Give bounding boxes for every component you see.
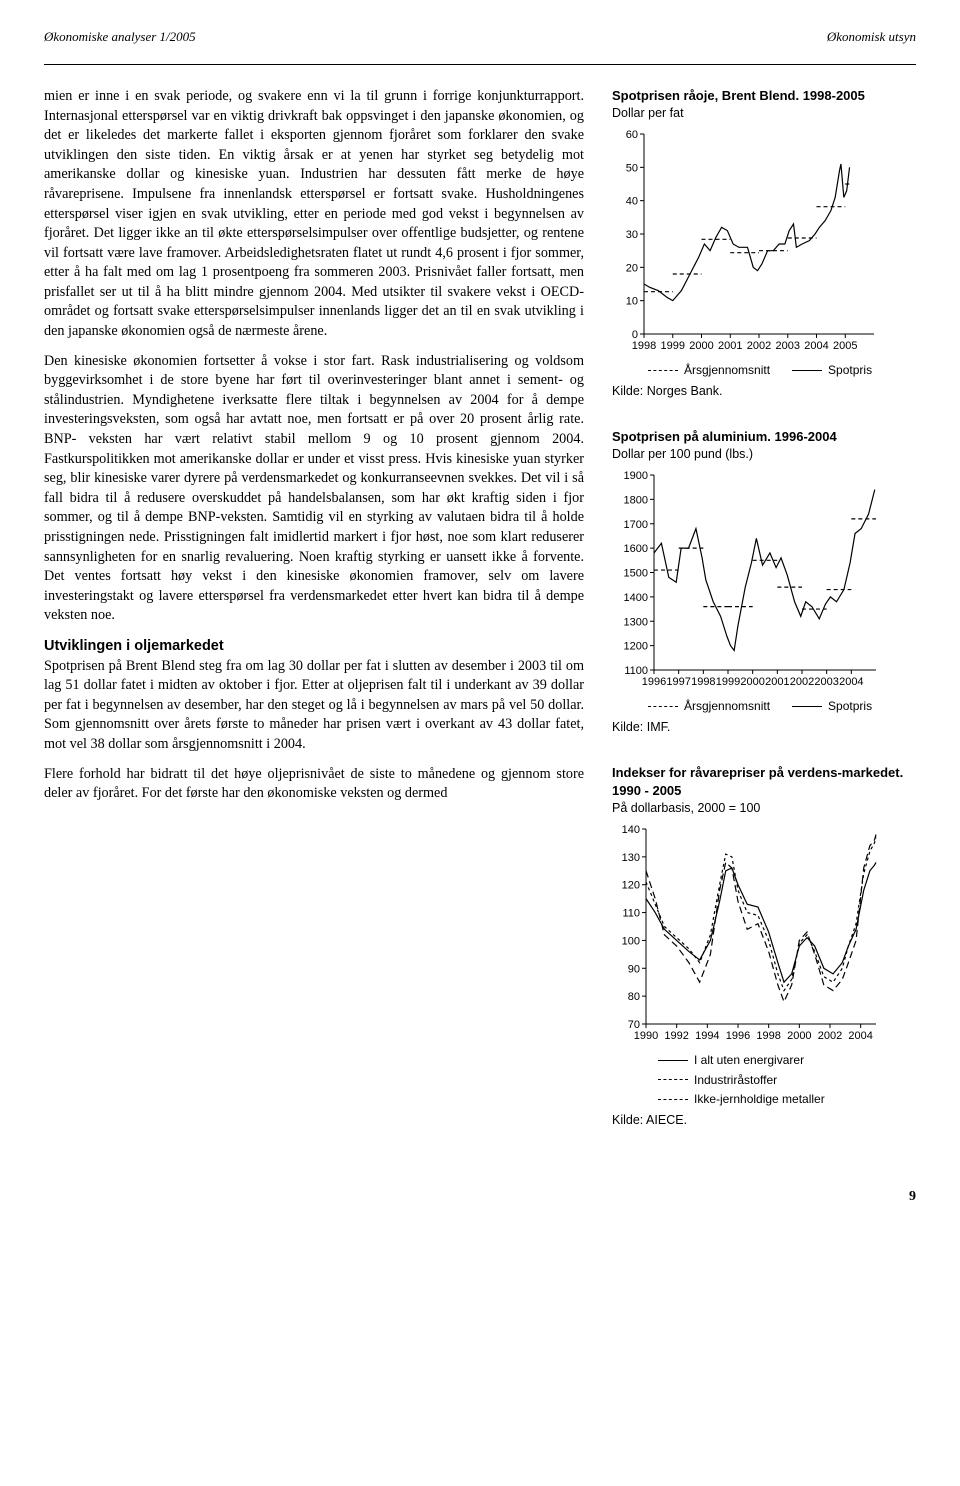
svg-text:2002: 2002 (790, 676, 814, 688)
svg-text:110: 110 (622, 908, 640, 920)
svg-text:1996: 1996 (726, 1030, 750, 1042)
svg-text:2005: 2005 (833, 340, 857, 352)
svg-text:1900: 1900 (624, 470, 648, 482)
svg-text:1998: 1998 (756, 1030, 780, 1042)
legend-alu-avg: Årsgjennomsnitt (648, 698, 770, 715)
svg-text:2004: 2004 (839, 676, 863, 688)
svg-text:130: 130 (622, 852, 640, 864)
chart-commod-svg: 7080901001101201301401990199219941996199… (612, 823, 882, 1048)
chart-commod-title: Indekser for råvarepriser på verdens-mar… (612, 764, 916, 800)
svg-text:2000: 2000 (787, 1030, 811, 1042)
legend-brent-spot: Spotpris (792, 362, 872, 379)
header-rule (44, 64, 916, 65)
svg-text:1500: 1500 (624, 568, 648, 580)
svg-text:1998: 1998 (691, 676, 715, 688)
para-3-body: Spotprisen på Brent Blend steg fra om la… (44, 658, 584, 752)
svg-text:40: 40 (626, 196, 638, 208)
svg-text:60: 60 (626, 129, 638, 141)
svg-text:2004: 2004 (804, 340, 828, 352)
para-4: Flere forhold har bidratt til det høye o… (44, 765, 584, 804)
svg-text:1990: 1990 (634, 1030, 658, 1042)
chart-commod-source: Kilde: AIECE. (612, 1112, 916, 1129)
svg-text:1700: 1700 (624, 519, 648, 531)
svg-text:1400: 1400 (624, 592, 648, 604)
svg-text:2000: 2000 (689, 340, 713, 352)
chart-alu-title: Spotprisen på aluminium. 1996-2004 (612, 428, 916, 446)
chart-brent-title: Spotprisen råoje, Brent Blend. 1998-2005 (612, 87, 916, 105)
svg-text:2003: 2003 (814, 676, 838, 688)
legend-commod-alt: I alt uten energivarer (658, 1052, 804, 1069)
svg-text:80: 80 (628, 991, 640, 1003)
svg-text:1992: 1992 (664, 1030, 688, 1042)
svg-text:1998: 1998 (632, 340, 656, 352)
svg-text:20: 20 (626, 262, 638, 274)
legend-brent-avg: Årsgjennomsnitt (648, 362, 770, 379)
chart-alu-source: Kilde: IMF. (612, 719, 916, 736)
svg-text:2001: 2001 (718, 340, 742, 352)
svg-text:2003: 2003 (776, 340, 800, 352)
svg-text:140: 140 (622, 824, 640, 836)
chart-brent-source: Kilde: Norges Bank. (612, 383, 916, 400)
chart-column: Spotprisen råoje, Brent Blend. 1998-2005… (612, 87, 916, 1157)
svg-text:2002: 2002 (747, 340, 771, 352)
svg-text:90: 90 (628, 963, 640, 975)
svg-text:1300: 1300 (624, 616, 648, 628)
svg-text:1999: 1999 (716, 676, 740, 688)
svg-text:1999: 1999 (661, 340, 685, 352)
svg-text:2002: 2002 (818, 1030, 842, 1042)
heading-oil: Utviklingen i oljemarkedet (44, 638, 224, 654)
chart-brent: Spotprisen råoje, Brent Blend. 1998-2005… (612, 87, 916, 400)
legend-commod-met: Ikke-jernholdige metaller (658, 1091, 825, 1108)
chart-commod: Indekser for råvarepriser på verdens-mar… (612, 764, 916, 1129)
svg-text:1994: 1994 (695, 1030, 719, 1042)
legend-alu-spot: Spotpris (792, 698, 872, 715)
para-1: mien er inne i en svak periode, og svake… (44, 87, 584, 342)
chart-brent-subtitle: Dollar per fat (612, 105, 916, 122)
svg-text:100: 100 (622, 935, 640, 947)
svg-text:2004: 2004 (848, 1030, 872, 1042)
chart-commod-subtitle: På dollarbasis, 2000 = 100 (612, 800, 916, 817)
main-text-column: mien er inne i en svak periode, og svake… (44, 87, 584, 1157)
svg-text:10: 10 (626, 296, 638, 308)
svg-text:120: 120 (622, 880, 640, 892)
para-2: Den kinesiske økonomien fortsetter å vok… (44, 352, 584, 626)
svg-text:1600: 1600 (624, 543, 648, 555)
chart-brent-svg: 0102030405060199819992000200120022003200… (612, 128, 882, 358)
svg-text:50: 50 (626, 162, 638, 174)
header-left: Økonomiske analyser 1/2005 (44, 28, 196, 46)
legend-commod-ind: Industriråstoffer (658, 1072, 777, 1089)
chart-alu: Spotprisen på aluminium. 1996-2004 Dolla… (612, 428, 916, 736)
svg-text:2001: 2001 (765, 676, 789, 688)
page-number: 9 (44, 1187, 916, 1206)
svg-text:30: 30 (626, 229, 638, 241)
svg-text:1996: 1996 (642, 676, 666, 688)
chart-alu-subtitle: Dollar per 100 pund (lbs.) (612, 446, 916, 463)
svg-text:1997: 1997 (666, 676, 690, 688)
header-right: Økonomisk utsyn (827, 28, 916, 46)
chart-alu-svg: 1100120013001400150016001700180019001996… (612, 469, 882, 694)
svg-text:1800: 1800 (624, 494, 648, 506)
svg-text:2000: 2000 (740, 676, 764, 688)
svg-text:1200: 1200 (624, 641, 648, 653)
